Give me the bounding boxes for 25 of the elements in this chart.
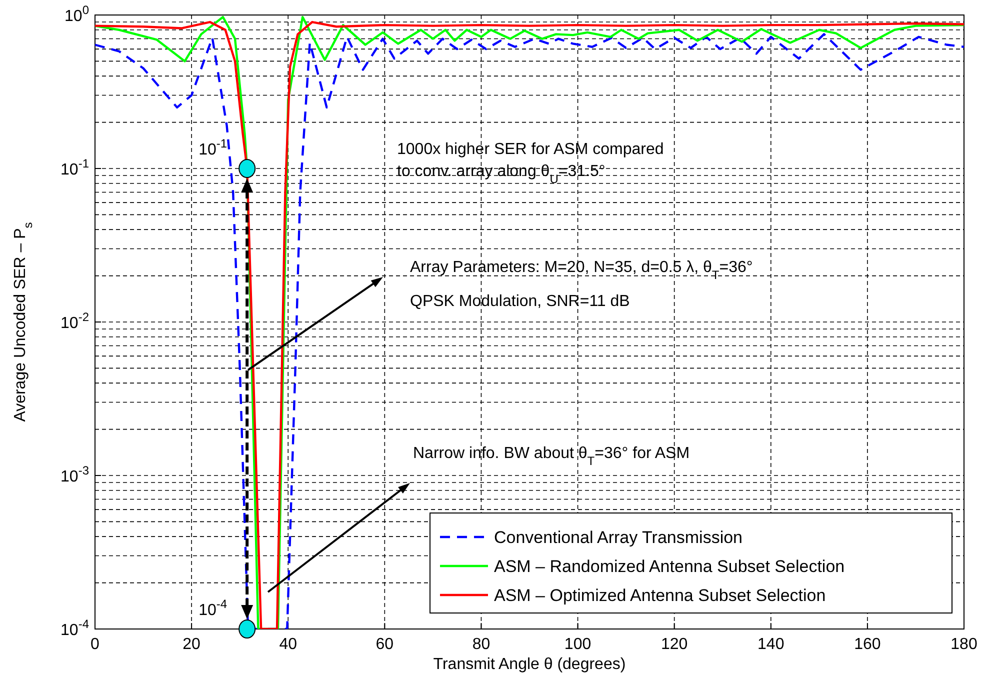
x-tick-label: 160 [854,636,881,653]
annotation: Narrow info. BW about θ$_{T}$=36° for ASM [413,445,690,468]
x-tick-label: 140 [758,636,784,653]
annotation: Array Parameters: M=20, N=35, d=0.5 λ, θ$_{T}$=36° [410,259,753,282]
x-axis-title: Transmit Angle θ (degrees) [433,656,626,673]
legend-label: Conventional Array Transmission [494,528,743,547]
x-tick-label: 60 [376,636,394,653]
annotation: 1000x higher SER for ASM compared to conv. array along θ$_{U}$=31.5° [397,141,664,186]
x-tick-label: 0 [90,636,100,653]
annotation: 10$^{-1}$ [198,136,228,158]
x-tick-label: 180 [950,636,978,653]
x-tick-label: 20 [182,636,201,653]
y-tick-label: 10$^{-2}$ [60,310,90,332]
y-tick-label: 10$^{-1}$ [60,156,90,178]
legend-label: ASM – Randomized Antenna Subset Selection [494,557,845,576]
legend-label: ASM – Optimized Antenna Subset Selection [494,586,826,605]
y-tick-label: 10$^{0}$ [64,3,90,25]
annotation: 10$^{-4}$ [198,597,228,619]
x-tick-label: 80 [472,636,490,653]
x-tick-label: 120 [660,636,688,653]
x-tick-label: 100 [564,636,592,653]
y-tick-label: 10$^{-4}$ [60,617,90,639]
annotation: QPSK Modulation, SNR=11 dB [410,293,630,310]
x-tick-label: 40 [279,636,298,653]
y-tick-label: 10$^{-3}$ [60,464,90,486]
